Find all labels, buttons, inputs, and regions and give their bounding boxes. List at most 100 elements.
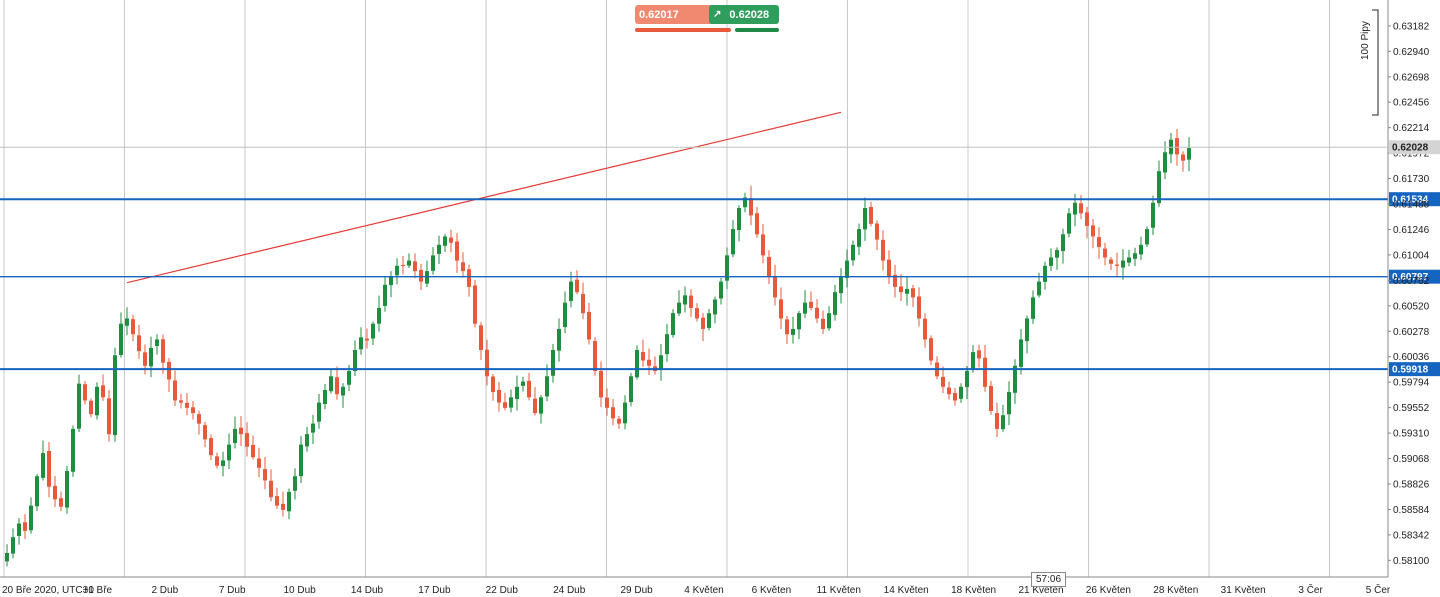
candle-body	[1067, 213, 1071, 234]
candle-body	[887, 259, 891, 277]
candle-body	[527, 380, 531, 398]
candle-body	[491, 376, 495, 393]
candle-body	[779, 299, 783, 319]
candle-body	[185, 402, 189, 408]
trendline[interactable]	[126, 111, 842, 284]
candle-body	[1133, 253, 1137, 259]
candle-body	[395, 265, 399, 276]
candle-body	[251, 444, 255, 458]
y-tick-label: 0.60520	[1393, 301, 1430, 312]
candle-body	[83, 384, 87, 401]
candle-body	[497, 389, 501, 403]
candle-body	[1121, 260, 1125, 268]
candle-body	[359, 337, 363, 350]
candle-body	[503, 402, 507, 408]
current-price-marker: 0.62028	[0, 140, 1440, 155]
candle-body	[851, 244, 855, 261]
candle-body	[437, 244, 441, 254]
candle-body	[1097, 237, 1101, 247]
buy-button[interactable]: ↗ 0.62028	[709, 5, 779, 24]
candle-body	[473, 285, 477, 324]
candle-body	[989, 385, 993, 411]
candle-body	[827, 313, 831, 329]
candle-body	[455, 241, 459, 261]
candle-body	[677, 302, 681, 314]
candle-body	[1145, 229, 1149, 245]
x-tick-label: 28 Květen	[1153, 585, 1198, 596]
candle-body	[77, 383, 81, 429]
candle-body	[419, 269, 423, 282]
y-tick-label: 0.59794	[1393, 378, 1430, 389]
y-tick-label: 0.61004	[1393, 250, 1430, 261]
candle-body	[95, 386, 99, 416]
candle-body	[71, 428, 75, 472]
level-label: 0.59918	[1392, 365, 1429, 376]
horizontal-levels[interactable]: 0.61534 0.60797 0.59918	[0, 192, 1440, 377]
candle-body	[143, 352, 147, 366]
buy-arrow-icon: ↗	[713, 9, 722, 20]
level-label: 0.61534	[1392, 195, 1429, 206]
buy-volume-bar	[735, 28, 779, 32]
candle-body	[281, 503, 285, 510]
candle-body	[563, 302, 567, 328]
candle-body	[1037, 281, 1041, 296]
candle-body	[467, 269, 471, 287]
candle-body	[689, 295, 693, 308]
y-tick-label: 0.59068	[1393, 454, 1430, 465]
candle-body	[179, 400, 183, 403]
current-price-label: 0.62028	[1392, 143, 1429, 154]
candle-body	[155, 339, 159, 346]
candle-body	[695, 308, 699, 319]
candle-body	[839, 276, 843, 294]
candle-body	[383, 284, 387, 306]
chart-grid	[3, 0, 1330, 577]
candle-body	[911, 288, 915, 298]
x-tick-label: 20 Bře 2020, UTC+0	[2, 585, 94, 596]
y-tick-label: 0.61488	[1393, 200, 1430, 211]
candle-body	[365, 338, 369, 341]
candle-body	[17, 523, 21, 536]
candle-body	[275, 496, 279, 506]
candle-body	[917, 296, 921, 319]
candle-body	[605, 397, 609, 408]
candle-body	[449, 237, 453, 243]
sell-button[interactable]: 0.62017 ↘	[635, 5, 731, 24]
x-tick-label: 3 Čer	[1298, 583, 1323, 596]
candle-body	[713, 299, 717, 315]
candle-body	[881, 239, 885, 261]
candle-body	[1103, 248, 1107, 258]
candle-body	[665, 334, 669, 355]
candle-body	[65, 470, 69, 508]
candle-body	[773, 276, 777, 298]
x-tick-label: 7 Dub	[219, 585, 246, 596]
candle-body	[809, 301, 813, 308]
candle-body	[1079, 203, 1083, 214]
candle-body	[869, 206, 873, 224]
candle-body	[299, 444, 303, 477]
candle-body	[1025, 318, 1029, 342]
candle-body	[221, 460, 225, 467]
candle-body	[659, 355, 663, 370]
candle-body	[89, 400, 93, 415]
y-tick-label: 0.61730	[1393, 174, 1430, 185]
candle-body	[293, 476, 297, 491]
trendline-segment[interactable]	[126, 111, 842, 284]
candle-body	[1001, 415, 1005, 430]
candle-body	[197, 414, 201, 424]
candle-body	[845, 260, 849, 278]
candle-body	[113, 355, 117, 436]
sell-volume-bar	[635, 28, 731, 32]
candle-body	[611, 407, 615, 419]
candle-body	[59, 498, 63, 507]
x-tick-label: 2 Dub	[151, 585, 178, 596]
x-tick-label: 4 Květen	[684, 585, 723, 596]
candle-body	[215, 456, 219, 466]
candle-body	[149, 347, 153, 367]
x-tick-label: 14 Květen	[884, 585, 929, 596]
candle-body	[671, 313, 675, 335]
candle-body	[47, 450, 51, 487]
candle-body	[353, 349, 357, 372]
candle-body	[389, 276, 393, 286]
candle-body	[959, 386, 963, 399]
